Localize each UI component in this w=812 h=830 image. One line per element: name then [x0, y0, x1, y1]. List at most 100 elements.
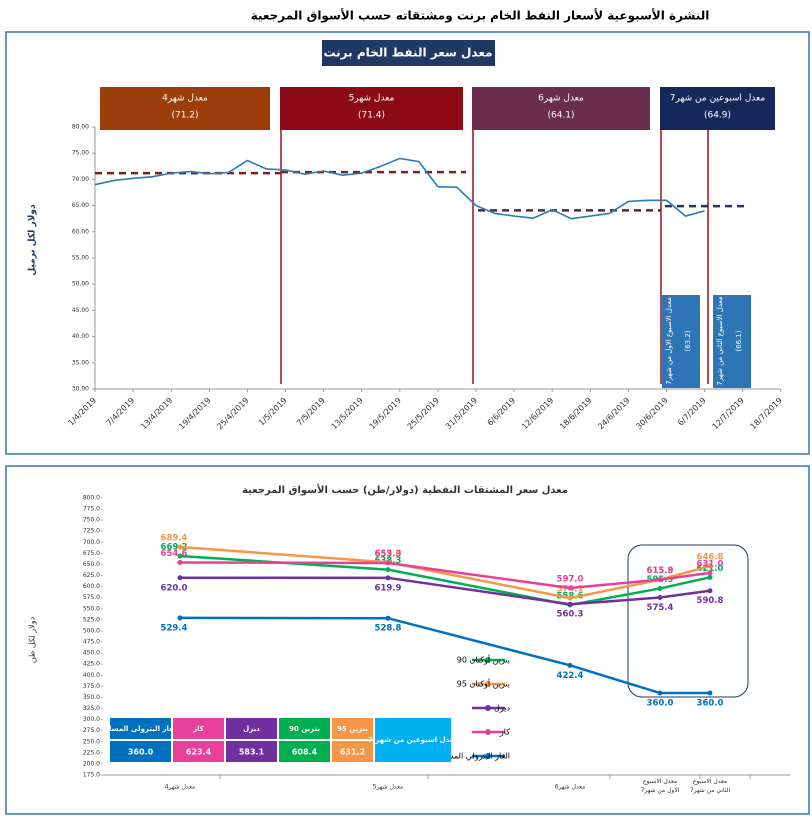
data-label: 689.4 [161, 534, 188, 544]
weekly-box [662, 295, 700, 388]
data-label: 619.9 [375, 583, 402, 593]
point [385, 567, 391, 573]
series-line [179, 561, 711, 590]
average-value: (64.9) [704, 111, 731, 121]
x-tick-label-line: معدل الاسبوع [643, 778, 677, 785]
data-label: 615.6 [647, 566, 674, 576]
y-tick-label: 55.00 [72, 255, 89, 262]
y-tick-label: 575.0 [83, 594, 100, 601]
x-tick-label: معدل شهر5 [373, 784, 403, 791]
table-header-text: الغاز البترولي المسال [103, 725, 178, 733]
x-tick-label: 19/4/2019 [177, 396, 212, 431]
point [567, 595, 573, 601]
x-tick-label: معدل شهر6 [555, 784, 585, 791]
y-tick-label: 375.0 [83, 683, 100, 690]
legend-label: ديزل [494, 704, 510, 713]
table-cell-text: 360.0 [128, 748, 154, 757]
x-tick-label: 18/6/2019 [558, 396, 593, 431]
legend-label: بنزين أوكتان 90 [457, 655, 510, 665]
y-tick-label: 175.0 [83, 772, 100, 779]
data-label: 529.4 [161, 623, 188, 633]
y-tick-label: 600.0 [83, 583, 100, 590]
x-tick-label: 12/7/2019 [711, 396, 746, 431]
legend-label: بنزين أوكتان 95 [457, 679, 510, 689]
y-tick-label: 300.0 [83, 716, 100, 723]
data-label: 422.4 [557, 671, 584, 681]
y-tick-label: 425.0 [83, 661, 100, 668]
table-header [332, 718, 373, 739]
data-label: 653.3 [375, 550, 402, 560]
highlight [627, 544, 749, 698]
x-tick-label: 24/6/2019 [596, 396, 631, 431]
y-tick-label: 65.00 [72, 202, 89, 209]
y-tick-label: 60.00 [72, 228, 89, 235]
average-value: (64.1) [547, 111, 574, 121]
weekly-label: معدل الاسبوع الاول من شهر7 [665, 297, 673, 385]
point [657, 585, 663, 591]
table-header-text: بنزين 95 [337, 725, 368, 733]
point [177, 575, 183, 581]
y-tick-label: 35.00 [72, 359, 89, 366]
y-tick-label: 700.0 [83, 539, 100, 546]
panel [5, 31, 810, 455]
data-label: 669.2 [161, 542, 188, 552]
weekly-value: (66.1) [735, 330, 743, 351]
y-tick-label: 45.00 [72, 307, 89, 314]
y-tick-label: 475.0 [83, 639, 100, 646]
x-tick-label: 7/4/2019 [105, 396, 137, 428]
data-label: 597.0 [557, 574, 584, 584]
point [177, 553, 183, 559]
average-label: معدل شهر6 [538, 94, 584, 104]
average-label: معدل اسبوعين من شهر7 [670, 94, 766, 104]
y-tick-label: 725.0 [83, 528, 100, 535]
point [657, 577, 663, 583]
point [567, 585, 573, 591]
point [707, 690, 713, 696]
data-label: 528.8 [375, 624, 402, 634]
data-label: 560.3 [557, 610, 584, 620]
x-tick-label-line: الثاني من شهر7 [690, 787, 731, 794]
data-label: 655.0 [375, 549, 402, 559]
table-header [110, 718, 171, 739]
table-title: معدل اسبوعين من شهر 7 [368, 736, 458, 744]
y-label: دولار لكل برميل [28, 204, 38, 276]
chart-title: معدل سعر المشتقات النفطية (دولار/طن) حسب… [242, 483, 568, 496]
legend-marker [485, 729, 491, 735]
point [177, 615, 183, 621]
average-label: معدل شهر5 [349, 94, 395, 104]
data-label: 646.8 [697, 552, 724, 562]
table-cell [279, 741, 330, 762]
x-tick-label: 6/7/2019 [676, 396, 708, 428]
y-tick-label: 625.0 [83, 572, 100, 579]
y-tick-label: 400.0 [83, 672, 100, 679]
panel [5, 465, 810, 815]
data-label: 615.9 [647, 566, 674, 576]
point [567, 662, 573, 668]
point [707, 574, 713, 580]
x-tick-label-line: معدل الاسبوع [693, 778, 727, 785]
x-tick-label: 13/5/2019 [330, 396, 365, 431]
data-label: 590.8 [697, 596, 724, 606]
point [385, 615, 391, 621]
y-tick-label: 225.0 [83, 749, 100, 756]
point [177, 559, 183, 565]
x-tick-label: 25/4/2019 [215, 396, 250, 431]
y-tick-label: 550.0 [83, 605, 100, 612]
y-tick-label: 200.0 [83, 760, 100, 767]
data-label: 360.0 [647, 699, 674, 709]
table-header-text: كاز [192, 725, 205, 733]
average-value: (71.2) [171, 111, 198, 121]
point [707, 588, 713, 594]
x-tick-label: معدل الاسبوع الاول من شهر7 [641, 778, 680, 794]
x-tick-label: 19/5/2019 [368, 396, 403, 431]
x-tick-label: 7/5/2019 [295, 396, 327, 428]
weekly-label: معدل الاسبوع الثاني من شهر7 [716, 296, 724, 385]
legend-marker [485, 657, 491, 663]
y-tick-label: 275.0 [83, 727, 100, 734]
legend-label: الغاز البترولي المسال [439, 752, 510, 761]
x-tick-label: 1/5/2019 [257, 396, 289, 428]
series-line [179, 616, 710, 695]
table-cell-text: 631.2 [340, 748, 365, 757]
data-label: 631.0 [697, 559, 724, 569]
data-label: 620.0 [161, 583, 188, 593]
